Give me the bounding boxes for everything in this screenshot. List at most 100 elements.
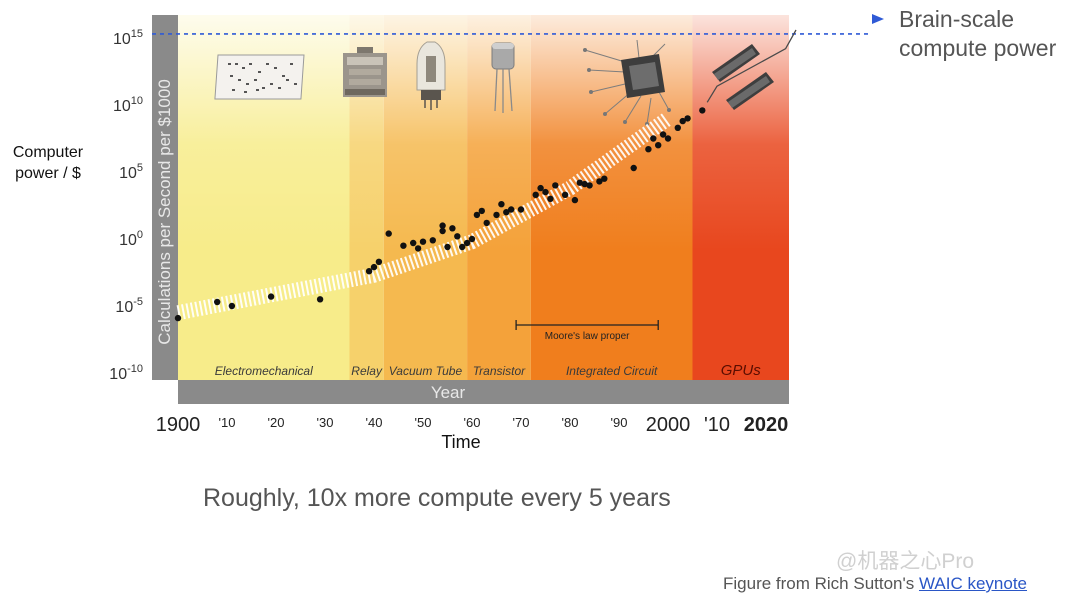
- data-point: [483, 219, 490, 227]
- data-point: [581, 180, 588, 188]
- data-point: [439, 227, 446, 235]
- data-point: [576, 179, 583, 186]
- data-point: [596, 178, 603, 185]
- figure-credit: Figure from Rich Sutton's WAIC keynote: [723, 574, 1027, 594]
- inner-y-axis-label: Calculations per Second per $1000: [155, 79, 174, 345]
- transistor-icon: [491, 42, 515, 113]
- data-point: [365, 268, 373, 275]
- x-tick-label: '40: [366, 415, 383, 430]
- data-point: [473, 211, 481, 219]
- y-tick-label: 100: [119, 229, 143, 249]
- waic-keynote-link[interactable]: WAIC keynote: [918, 574, 1028, 593]
- data-point: [547, 195, 554, 202]
- era-label-0: Electromechanical: [215, 364, 313, 378]
- data-point: [561, 191, 569, 198]
- data-point: [174, 314, 182, 322]
- data-point: [459, 243, 466, 251]
- moores-law-label: Moore's law proper: [545, 331, 630, 342]
- trend-extension-line: [706, 29, 797, 103]
- data-point: [493, 211, 500, 219]
- x-tick-label: '80: [562, 415, 579, 430]
- brain-scale-arrowhead: [872, 14, 884, 24]
- x-tick-label: '60: [464, 415, 481, 430]
- data-point: [650, 135, 657, 142]
- y-axis-label: Computer power / $: [4, 142, 92, 184]
- brain-scale-label: Brain-scale compute power: [899, 5, 1056, 63]
- data-point: [630, 164, 637, 172]
- x-axis-label: Time: [441, 432, 480, 452]
- data-point: [463, 239, 471, 247]
- x-tick-label: 2000: [646, 414, 691, 436]
- data-point: [674, 124, 681, 131]
- data-point: [316, 296, 324, 303]
- y-tick-label: 10-10: [109, 363, 143, 383]
- data-point: [400, 242, 407, 249]
- data-point: [414, 245, 422, 252]
- y-tick-labels: 10-10 10-5 100 105 1010 1015: [109, 28, 143, 383]
- era-labels: Electromechanical Relay Vacuum Tube Transis…: [215, 362, 762, 379]
- data-point: [370, 263, 378, 271]
- data-point: [478, 207, 485, 215]
- inner-x-axis-label: Year: [431, 383, 466, 402]
- x-tick-label: 1900: [156, 414, 201, 436]
- data-point: [684, 115, 691, 122]
- data-point: [498, 201, 505, 208]
- data-point: [267, 293, 275, 300]
- era-label-4: Integrated Circuit: [566, 364, 658, 378]
- data-point: [586, 182, 593, 189]
- integrated-circuit-icon: [583, 39, 671, 126]
- data-point: [679, 117, 686, 125]
- inner-y-axis-band: [152, 15, 178, 380]
- data-point: [571, 196, 579, 204]
- data-point: [439, 222, 446, 229]
- data-point: [517, 206, 525, 213]
- y-tick-label: 10-5: [115, 296, 143, 316]
- x-tick-label: '90: [611, 415, 628, 430]
- x-tick-labels: 1900 '10 '20 '30 '40 '50 '60 '70 '80 '90 2000 '10 20…: [156, 414, 789, 436]
- y-tick-label: 1015: [113, 28, 143, 48]
- era-label-1: Relay: [351, 364, 383, 378]
- data-point: [552, 182, 559, 189]
- punch-card-icon: [214, 54, 305, 100]
- vacuum-tube-icon: [416, 41, 446, 110]
- data-point: [449, 225, 456, 232]
- relay-icon: [343, 47, 387, 97]
- data-point: [655, 142, 662, 149]
- x-tick-label: '10: [219, 415, 236, 430]
- data-point: [214, 298, 221, 306]
- data-point: [508, 206, 515, 213]
- x-tick-label: '30: [317, 415, 334, 430]
- data-point: [228, 302, 236, 310]
- data-point: [429, 237, 436, 244]
- era-fade-overlay: [178, 15, 789, 250]
- x-tick-label: '70: [513, 415, 530, 430]
- x-tick-label: '20: [268, 415, 285, 430]
- era-label-2: Vacuum Tube: [389, 364, 463, 378]
- slide-subtitle: Roughly, 10x more compute every 5 years: [203, 484, 671, 512]
- data-point: [444, 243, 451, 251]
- x-tick-label: '50: [415, 415, 432, 430]
- brain-scale-label-line1: Brain-scale: [899, 6, 1015, 32]
- y-axis-label-line1: Computer: [12, 144, 84, 161]
- data-point: [659, 131, 667, 138]
- data-point: [542, 188, 549, 196]
- x-tick-label: 2020: [744, 414, 789, 436]
- moores-law-bracket: Moore's law proper: [515, 320, 659, 342]
- data-point: [537, 184, 544, 192]
- watermark: @机器之心Pro: [836, 550, 974, 573]
- y-axis-label-line2: power / $: [15, 165, 81, 182]
- data-point: [419, 238, 427, 245]
- data-point: [645, 146, 652, 153]
- data-point: [410, 239, 417, 247]
- y-tick-label: 105: [119, 162, 143, 182]
- data-point: [468, 235, 476, 243]
- era-label-5: GPUs: [721, 362, 762, 379]
- data-point: [454, 233, 461, 240]
- data-point: [385, 230, 392, 237]
- figure-credit-text: Figure from Rich Sutton's: [723, 574, 919, 593]
- gpu-cards-icon: [712, 44, 774, 110]
- x-tick-label: '10: [704, 414, 730, 436]
- era-label-3: Transistor: [473, 364, 526, 378]
- data-point: [699, 107, 706, 114]
